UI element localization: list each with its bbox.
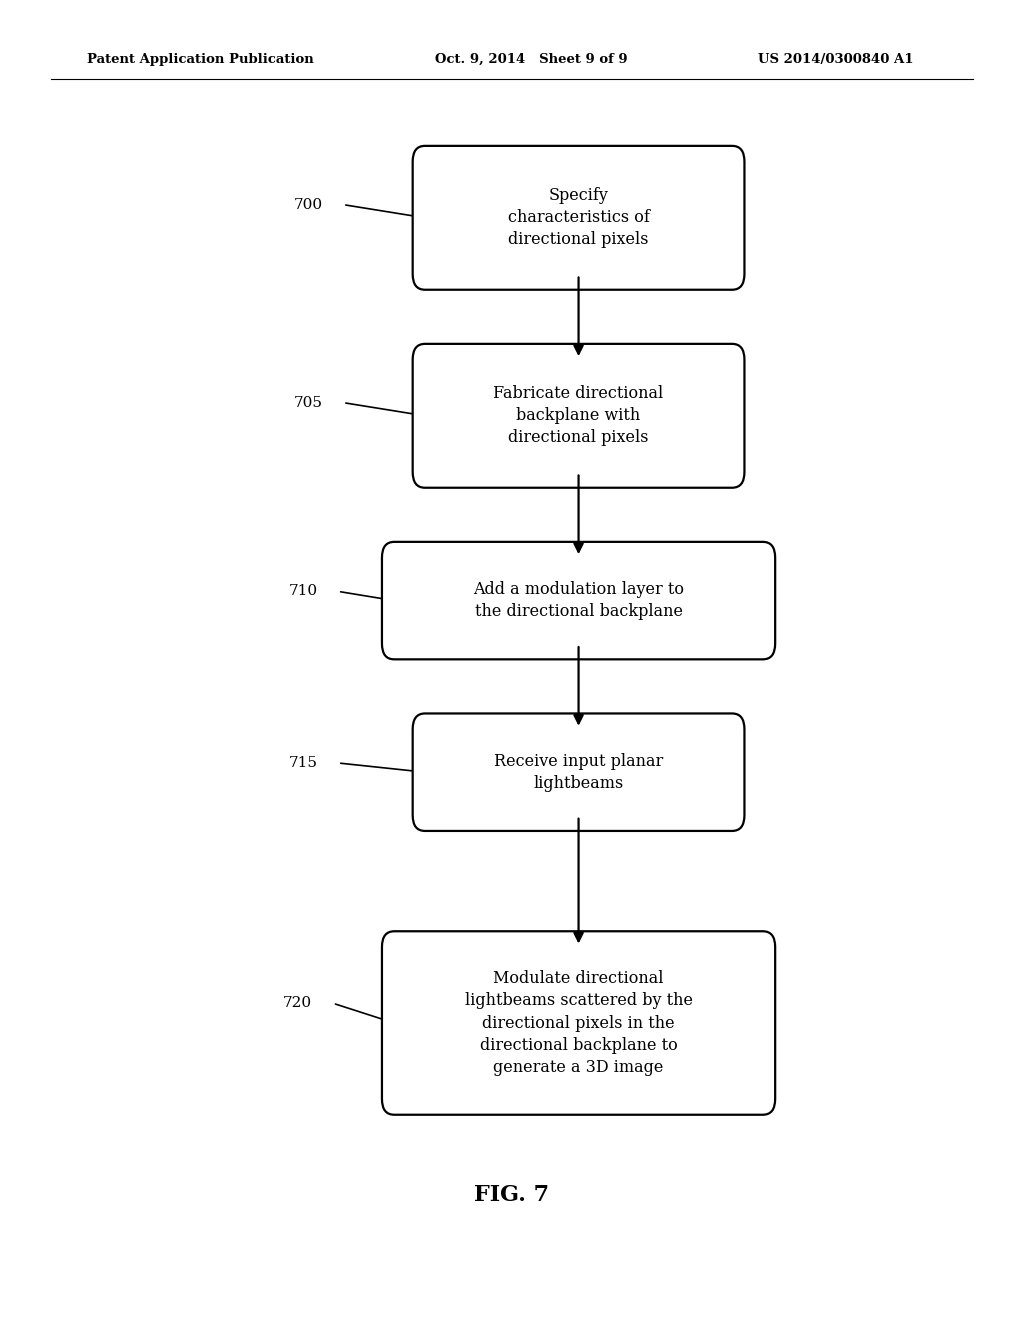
- Text: Add a modulation layer to
the directional backplane: Add a modulation layer to the directiona…: [473, 581, 684, 620]
- Text: Receive input planar
lightbeams: Receive input planar lightbeams: [494, 752, 664, 792]
- Text: FIG. 7: FIG. 7: [474, 1184, 550, 1205]
- FancyBboxPatch shape: [382, 541, 775, 659]
- FancyBboxPatch shape: [413, 147, 744, 290]
- FancyBboxPatch shape: [413, 714, 744, 832]
- Text: 710: 710: [289, 585, 317, 598]
- Text: Oct. 9, 2014   Sheet 9 of 9: Oct. 9, 2014 Sheet 9 of 9: [435, 53, 628, 66]
- Text: Modulate directional
lightbeams scattered by the
directional pixels in the
direc: Modulate directional lightbeams scattere…: [465, 970, 692, 1076]
- Text: 700: 700: [294, 198, 323, 211]
- Text: 705: 705: [294, 396, 323, 409]
- FancyBboxPatch shape: [413, 343, 744, 487]
- FancyBboxPatch shape: [382, 932, 775, 1114]
- Text: Patent Application Publication: Patent Application Publication: [87, 53, 313, 66]
- Text: US 2014/0300840 A1: US 2014/0300840 A1: [758, 53, 913, 66]
- Text: Specify
characteristics of
directional pixels: Specify characteristics of directional p…: [508, 187, 649, 248]
- Text: Fabricate directional
backplane with
directional pixels: Fabricate directional backplane with dir…: [494, 385, 664, 446]
- Text: 715: 715: [289, 756, 317, 770]
- Text: 720: 720: [284, 997, 312, 1010]
